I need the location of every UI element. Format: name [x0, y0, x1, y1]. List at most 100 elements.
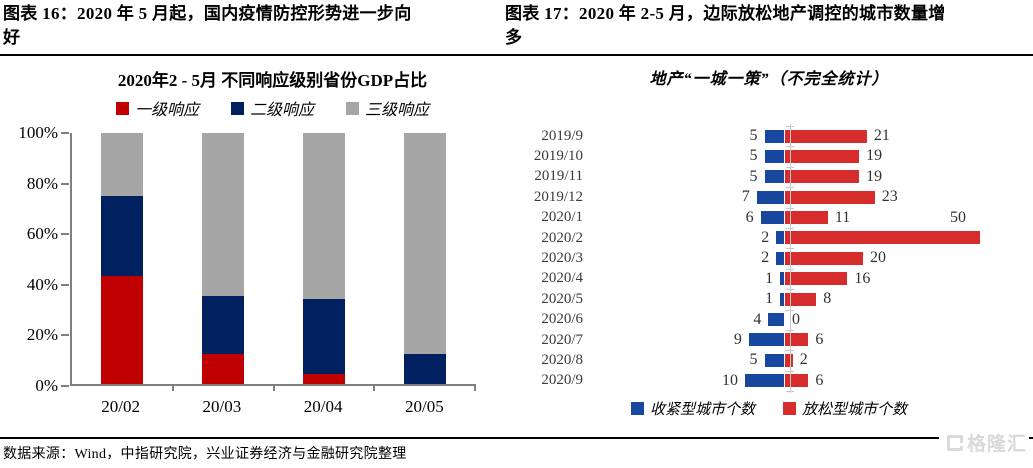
- zero-axis-tick: [786, 228, 794, 229]
- left-chart-x-axis-labels: 20/02 20/03 20/04 20/05: [70, 397, 475, 417]
- y-axis-label: 60%: [26, 224, 58, 244]
- zero-axis-tick: [786, 370, 794, 372]
- segment-三级响应: [202, 133, 245, 297]
- bar-放松型城市个数: [785, 333, 809, 347]
- stacked-bar: [101, 133, 144, 384]
- charts-area: 2020年2 - 5月 不同响应级别省份GDP占比 一级响应 二级响应 三级响应 2…: [0, 57, 1033, 435]
- zero-axis-tick: [786, 166, 794, 168]
- y-axis-label: 40%: [26, 274, 58, 294]
- legend-label: 收紧型城市个数: [649, 402, 755, 419]
- bar-放松型城市个数: [785, 374, 809, 388]
- x-axis-label: 20/04: [303, 397, 343, 416]
- segment-一级响应: [101, 276, 144, 384]
- segment-三级响应: [101, 133, 144, 196]
- row-bar-area: 10 6: [589, 371, 1033, 391]
- chart-row-2020/3: 2020/3 2 20: [505, 248, 1033, 268]
- legend-label: 二级响应: [249, 102, 314, 119]
- value-label-收紧型城市个数: 1: [765, 290, 774, 308]
- category-label: 2020/1: [541, 209, 583, 226]
- category-label: 2019/9: [541, 127, 583, 144]
- figure-captions: 图表 16：2020 年 5 月起，国内疫情防控形势进一步向 好 图表 17：2…: [0, 2, 1033, 56]
- segment-一级响应: [202, 353, 245, 384]
- bar-放松型城市个数: [785, 190, 875, 204]
- property-policy-bar-chart: 地产“一城一策”（不完全统计） 2019/9 5 21 2019/10 5 19 2019/…: [505, 57, 1033, 435]
- y-axis-label: 80%: [26, 173, 58, 193]
- row-bar-area: 5 19: [589, 146, 1033, 166]
- zero-axis-tick: [786, 330, 794, 331]
- right-chart-title: 地产“一城一策”（不完全统计）: [649, 71, 889, 88]
- bar-收紧型城市个数: [776, 251, 784, 265]
- bar-收紧型城市个数: [768, 313, 784, 327]
- row-bar-area: 2 50: [589, 209, 1033, 248]
- bar-放松型城市个数: [785, 272, 848, 286]
- zero-axis-tick: [786, 187, 794, 189]
- y-axis-tick: [61, 283, 69, 286]
- bar-放松型城市个数: [785, 231, 980, 245]
- x-axis-label: 20/05: [405, 397, 444, 416]
- figure-17-caption: 图表 17：2020 年 2-5 月，边际放松地产调控的城市数量增 多: [505, 4, 946, 47]
- y-axis-label: 20%: [26, 325, 58, 345]
- legend-swatch-icon: [230, 101, 244, 115]
- zero-axis-line: [790, 124, 791, 394]
- value-label-放松型城市个数: 6: [815, 371, 824, 389]
- legend-label: 放松型城市个数: [802, 402, 908, 419]
- chart-row-2020/8: 2020/8 5 2: [505, 350, 1033, 370]
- legend-swatch-icon: [630, 402, 644, 416]
- bar-收紧型城市个数: [756, 190, 784, 204]
- segment-二级响应: [403, 353, 446, 384]
- value-label-放松型城市个数: 21: [873, 127, 890, 144]
- bar-放松型城市个数: [785, 353, 793, 367]
- stacked-bar: [202, 133, 245, 384]
- zero-axis-tick: [786, 248, 794, 250]
- chart-row-2020/2: 2020/2 2 50: [505, 209, 1033, 248]
- chart-row-2019/9: 2019/9 5 21: [505, 126, 1033, 146]
- zero-axis-tick: [786, 207, 794, 209]
- value-label-放松型城市个数: 20: [870, 249, 886, 267]
- bar-收紧型城市个数: [764, 129, 784, 143]
- segment-三级响应: [302, 133, 345, 299]
- category-label: 2020/3: [541, 250, 583, 267]
- figure-16-caption: 图表 16：2020 年 5 月起，国内疫情防控形势进一步向 好: [3, 4, 412, 47]
- chart-row-2020/4: 2020/4 1 16: [505, 269, 1033, 289]
- row-bar-area: 1 16: [589, 269, 1033, 289]
- chart-row-2019/11: 2019/11 5 19: [505, 167, 1033, 187]
- bar-放松型城市个数: [785, 129, 867, 143]
- value-label-放松型城市个数: 23: [881, 188, 898, 206]
- legend-swatch-icon: [783, 402, 796, 416]
- bar-放松型城市个数: [785, 149, 860, 163]
- segment-二级响应: [302, 298, 345, 374]
- value-label-放松型城市个数: 11: [834, 208, 851, 226]
- stacked-bar: [403, 133, 446, 384]
- left-chart-axes: [70, 133, 476, 391]
- value-label-收紧型城市个数: 5: [749, 351, 758, 369]
- left-chart-title: 2020年2 - 5月 不同响应级别省份GDP占比: [117, 71, 428, 90]
- legend-swatch-icon: [115, 101, 129, 115]
- value-label-放松型城市个数: 0: [792, 310, 800, 328]
- value-label-收紧型城市个数: 5: [749, 127, 758, 144]
- stacked-bar: [302, 133, 345, 384]
- bar-放松型城市个数: [785, 251, 863, 265]
- row-bar-area: 5 19: [589, 167, 1033, 187]
- category-label: 2020/5: [541, 290, 583, 307]
- y-axis-tick: [61, 385, 69, 387]
- category-label: 2019/10: [533, 148, 583, 165]
- zero-axis-tick: [786, 309, 794, 311]
- bar-收紧型城市个数: [776, 231, 784, 245]
- right-chart-rows: 2019/9 5 21 2019/10 5 19 2019/11 5 19 2019/12 7 23 2…: [505, 124, 1033, 394]
- x-axis-label: 20/02: [101, 397, 140, 416]
- segment-二级响应: [202, 296, 245, 354]
- zero-axis-tick: [786, 268, 794, 270]
- y-axis-tick: [61, 334, 69, 337]
- row-bar-area: 7 23: [589, 187, 1033, 207]
- category-label: 2020/8: [541, 351, 583, 368]
- value-label-放松型城市个数: 2: [799, 351, 808, 369]
- category-label: 2020/2: [541, 229, 583, 246]
- row-bar-area: 5 21: [589, 126, 1033, 146]
- category-label: 2019/12: [533, 188, 583, 205]
- value-label-收紧型城市个数: 5: [749, 147, 758, 165]
- gelonghui-logo-text: 格隆汇: [966, 434, 1027, 455]
- value-label-放松型城市个数: 19: [866, 167, 883, 185]
